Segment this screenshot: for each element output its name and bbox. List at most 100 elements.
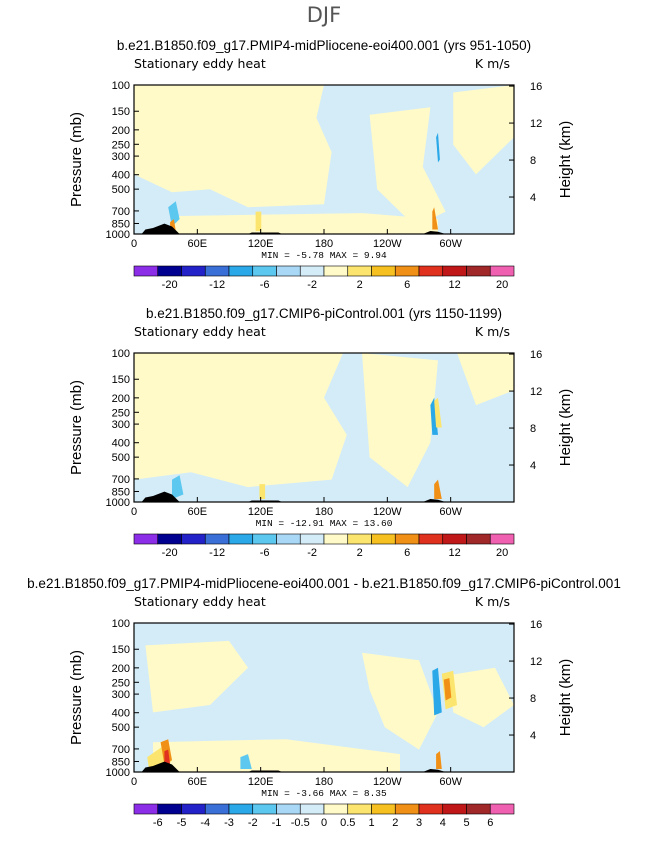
colorbar-label: 4 (440, 817, 446, 829)
colorbar-label: 6 (487, 817, 493, 829)
heatmap-contour-region (453, 85, 514, 175)
heatmap-contour-region (369, 107, 446, 227)
colorbar-swatch (252, 533, 277, 545)
y-axis-label: Pressure (mb) (68, 380, 85, 475)
y-right-tick-label: 8 (530, 693, 536, 705)
y-tick-label: 200 (112, 393, 130, 405)
colorbar-swatch (228, 803, 254, 815)
x-tick-label: 60W (439, 238, 462, 250)
colorbar-label: 20 (496, 547, 508, 559)
colorbar-swatch (299, 265, 325, 277)
y-tick-label: 1000 (106, 767, 130, 779)
colorbar-swatch (394, 265, 420, 277)
colorbar-label: -20 (162, 547, 178, 559)
y-tick-label: 700 (112, 744, 130, 756)
chart-panel-1: b.e21.B1850.f09_g17.PMIP4-midPliocene-eo… (68, 38, 574, 291)
y-tick-label: 250 (112, 407, 130, 419)
y-tick-label: 100 (112, 80, 130, 92)
y-tick-label: 150 (112, 106, 130, 118)
colorbar-label: -0.5 (291, 817, 310, 829)
x-tick-label: 120W (373, 776, 402, 788)
colorbar-label: 2 (357, 279, 363, 291)
y-tick-label: 100 (112, 618, 130, 630)
colorbar-swatch (442, 533, 467, 545)
y-tick-label: 300 (112, 419, 130, 431)
y-axis-label: Pressure (mb) (68, 650, 85, 745)
panel-left-label: Stationary eddy heat (134, 324, 266, 339)
y-tick-label: 150 (112, 374, 130, 386)
y-axis-label: Pressure (mb) (68, 112, 85, 207)
chart-panel-2: b.e21.B1850.f09_g17.CMIP6-piControl.001 … (68, 306, 574, 559)
colorbar-swatch (489, 265, 515, 277)
y-right-tick-label: 16 (530, 81, 542, 93)
y-right-tick-label: 8 (530, 155, 536, 167)
y-tick-label: 250 (112, 139, 130, 151)
colorbar-label: -4 (200, 817, 210, 829)
colorbar-swatch (228, 533, 254, 545)
colorbar-swatch (276, 533, 301, 545)
x-tick-label: 120W (373, 238, 402, 250)
y-right-tick-label: 8 (530, 423, 536, 435)
colorbar-label: 20 (496, 279, 508, 291)
x-tick-label: 60W (439, 506, 462, 518)
x-tick-label: 60E (188, 506, 208, 518)
y-tick-label: 700 (112, 206, 130, 218)
colorbar-swatch (181, 803, 206, 815)
colorbar-swatch (347, 533, 372, 545)
topography-mask (134, 761, 514, 772)
y-tick-label: 200 (112, 125, 130, 137)
y-tick-label: 300 (112, 151, 130, 163)
colorbar-label: 12 (449, 279, 461, 291)
colorbar-label: -2 (307, 547, 317, 559)
y-right-axis-label: Height (km) (557, 659, 574, 737)
colorbar-label: -6 (153, 817, 163, 829)
panel-title: b.e21.B1850.f09_g17.PMIP4-midPliocene-eo… (27, 576, 621, 591)
y-right-tick-label: 4 (530, 192, 536, 204)
heatmap-contour-region (240, 754, 252, 769)
y-right-tick-label: 12 (530, 118, 542, 130)
x-tick-label: 120E (248, 776, 274, 788)
heatmap-contour-region (134, 353, 347, 488)
y-tick-label: 300 (112, 689, 130, 701)
colorbar-label: 12 (449, 547, 461, 559)
colorbar-label: 0 (321, 817, 327, 829)
colorbar-label: 6 (404, 547, 410, 559)
colorbar-label: 0.5 (340, 817, 355, 829)
colorbar-swatch (347, 265, 372, 277)
y-tick-label: 100 (112, 348, 130, 360)
y-right-axis-label: Height (km) (557, 121, 574, 199)
heatmap-contour-region (153, 739, 400, 772)
colorbar-label: -2 (307, 279, 317, 291)
colorbar-swatch (371, 533, 396, 545)
x-tick-label: 60E (188, 776, 208, 788)
colorbar-swatch (442, 265, 467, 277)
y-right-tick-label: 4 (530, 730, 536, 742)
heatmap-contour-region (168, 201, 180, 227)
colorbar-swatch (466, 803, 491, 815)
colorbar-swatch (133, 803, 159, 815)
heatmap-contour-region (436, 751, 442, 769)
heatmap-contour-region (432, 667, 442, 716)
colorbar-swatch (418, 265, 444, 277)
colorbar-swatch (323, 533, 349, 545)
panel-left-label: Stationary eddy heat (134, 594, 266, 609)
figure-title: DJF (307, 3, 341, 27)
colorbar-label: -5 (177, 817, 187, 829)
heatmap-contour-region (434, 397, 442, 428)
x-tick-label: 180 (315, 776, 333, 788)
y-tick-label: 400 (112, 170, 130, 182)
colorbar-swatch (299, 803, 325, 815)
y-right-axis-label: Height (km) (557, 389, 574, 467)
colorbar-label: 2 (357, 547, 363, 559)
y-tick-label: 400 (112, 438, 130, 450)
heatmap-contour-region (457, 353, 514, 406)
colorbar-label: 1 (368, 817, 374, 829)
colorbar-label: 3 (416, 817, 422, 829)
heatmap-contour-region (255, 211, 262, 231)
colorbar-swatch (394, 803, 420, 815)
y-tick-label: 400 (112, 708, 130, 720)
colorbar-swatch (442, 803, 467, 815)
colorbar-swatch (181, 533, 206, 545)
panel-units-label: K m/s (475, 594, 510, 609)
colorbar-swatch (276, 265, 301, 277)
